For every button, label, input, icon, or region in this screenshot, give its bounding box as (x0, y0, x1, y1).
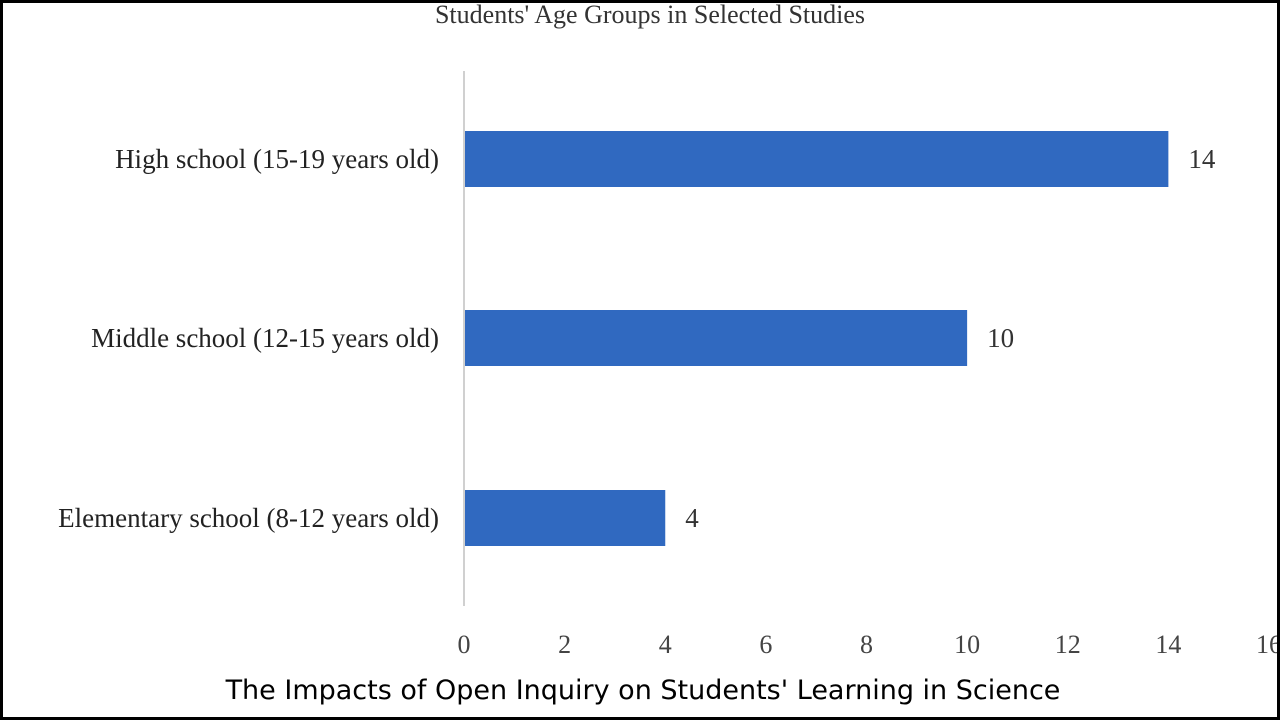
x-tick-label-3: 6 (759, 630, 772, 659)
x-tick-label-2: 4 (659, 630, 672, 659)
bar-0 (465, 131, 1169, 187)
chart-title: Students' Age Groups in Selected Studies (435, 3, 865, 29)
x-tick-label-7: 14 (1155, 630, 1181, 659)
data-label-2: 4 (685, 503, 699, 533)
category-label-0: High school (15-19 years old) (115, 144, 439, 174)
image-caption: The Impacts of Open Inquiry on Students'… (225, 675, 1061, 706)
category-label-2: Elementary school (8-12 years old) (58, 503, 439, 533)
x-tick-label-1: 2 (558, 630, 571, 659)
x-tick-label-6: 12 (1055, 630, 1081, 659)
bar-1 (465, 310, 968, 366)
data-label-0: 14 (1188, 144, 1216, 174)
bar-chart: Students' Age Groups in Selected Studies… (58, 3, 1280, 659)
x-tick-label-5: 10 (954, 630, 980, 659)
x-tick-label-4: 8 (860, 630, 873, 659)
x-tick-label-0: 0 (458, 630, 471, 659)
bar-2 (465, 490, 666, 546)
category-label-1: Middle school (12-15 years old) (91, 323, 439, 353)
data-label-1: 10 (987, 323, 1014, 353)
x-tick-label-8: 16 (1256, 630, 1280, 659)
